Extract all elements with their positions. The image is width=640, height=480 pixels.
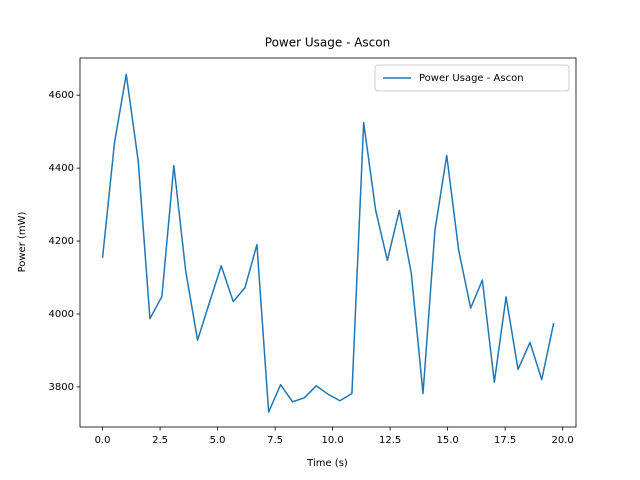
legend-box [374,64,570,92]
x-tick-label: 0.0 [95,435,111,446]
x-tick-label: 15.0 [436,435,458,446]
y-tick-label: 4400 [49,163,74,174]
axes-frame [79,57,577,428]
x-tick-label: 10.0 [321,435,343,446]
legend-label: Power Usage - Ascon [419,73,524,84]
y-tick-label: 4000 [49,309,74,320]
y-tick-label: 4200 [49,236,74,247]
x-tick-label: 7.5 [267,435,283,446]
y-tick-label: 4600 [49,90,74,101]
x-axis-label: Time (s) [306,458,348,469]
x-tick-label: 12.5 [379,435,401,446]
chart-title: Power Usage - Ascon [265,36,390,50]
x-tick-label: 5.0 [210,435,226,446]
y-tick-label: 3800 [49,382,74,393]
x-tick-label: 2.5 [152,435,168,446]
line-series [101,73,555,413]
x-tick-label: 17.5 [494,435,516,446]
x-tick-label: 20.0 [552,435,574,446]
y-axis-label: Power (mW) [17,211,28,272]
